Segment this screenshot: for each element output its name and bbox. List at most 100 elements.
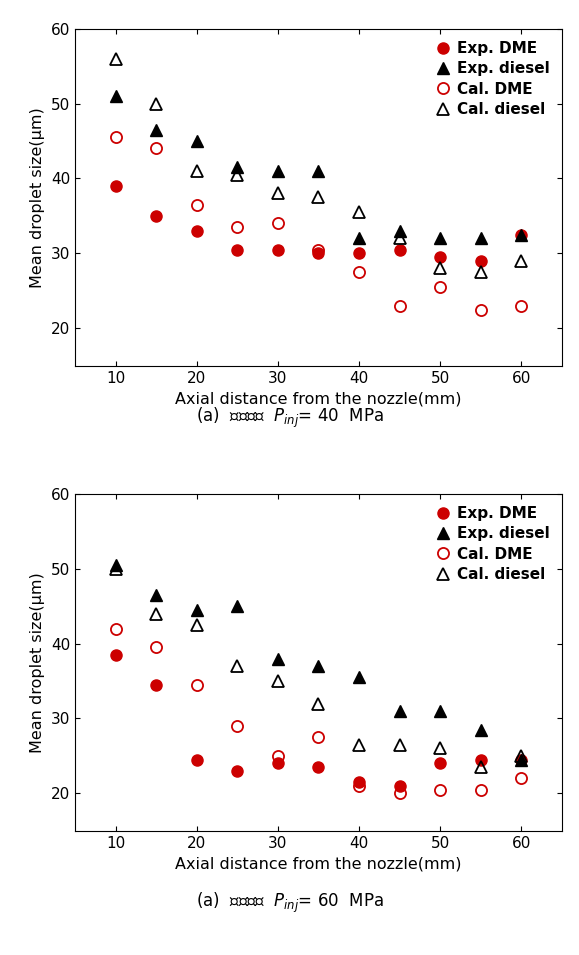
Exp. DME <box>396 244 403 255</box>
Exp. DME <box>396 780 403 792</box>
Exp. diesel <box>112 91 119 102</box>
Cal. diesel <box>315 191 322 202</box>
Cal. DME <box>315 244 322 255</box>
Exp. DME <box>274 244 281 255</box>
Line: Exp. diesel: Exp. diesel <box>110 91 527 244</box>
Exp. diesel <box>153 589 160 601</box>
Cal. diesel <box>477 266 484 278</box>
Line: Exp. DME: Exp. DME <box>110 180 527 266</box>
Cal. diesel <box>193 165 200 177</box>
Cal. DME <box>396 788 403 799</box>
Cal. DME <box>274 218 281 229</box>
Exp. diesel <box>315 660 322 671</box>
Cal. diesel <box>112 562 119 574</box>
Cal. diesel <box>477 761 484 773</box>
Cal. DME <box>193 679 200 690</box>
Exp. DME <box>315 247 322 259</box>
Exp. diesel <box>274 653 281 665</box>
Exp. diesel <box>356 233 362 244</box>
Cal. DME <box>234 720 241 732</box>
Cal. diesel <box>437 743 444 754</box>
Exp. diesel <box>518 753 525 765</box>
Exp. diesel <box>153 124 160 136</box>
Exp. diesel <box>396 225 403 237</box>
Exp. DME <box>356 776 362 788</box>
Cal. DME <box>315 732 322 743</box>
Exp. diesel <box>518 229 525 241</box>
Cal. DME <box>193 199 200 210</box>
Cal. DME <box>437 784 444 796</box>
Cal. DME <box>437 282 444 293</box>
Cal. diesel <box>518 751 525 762</box>
Cal. DME <box>153 142 160 154</box>
Exp. DME <box>356 247 362 259</box>
Exp. DME <box>234 765 241 776</box>
Exp. DME <box>437 757 444 769</box>
Cal. diesel <box>356 206 362 218</box>
Cal. DME <box>518 300 525 311</box>
Cal. diesel <box>234 169 241 180</box>
Cal. DME <box>234 222 241 233</box>
Cal. DME <box>274 751 281 762</box>
Cal. diesel <box>153 97 160 109</box>
Cal. diesel <box>274 675 281 687</box>
Exp. DME <box>112 180 119 192</box>
Exp. DME <box>234 244 241 255</box>
Y-axis label: Mean droplet size(μm): Mean droplet size(μm) <box>31 572 46 753</box>
Exp. DME <box>315 761 322 773</box>
Line: Exp. DME: Exp. DME <box>110 649 527 792</box>
Line: Cal. diesel: Cal. diesel <box>110 563 527 773</box>
Exp. DME <box>112 649 119 661</box>
Cal. diesel <box>315 698 322 710</box>
Exp. diesel <box>356 671 362 683</box>
Cal. DME <box>518 773 525 784</box>
X-axis label: Axial distance from the nozzle(mm): Axial distance from the nozzle(mm) <box>175 392 461 406</box>
Exp. diesel <box>193 136 200 147</box>
Exp. DME <box>274 757 281 769</box>
Cal. diesel <box>234 660 241 671</box>
Exp. diesel <box>477 724 484 735</box>
Cal. diesel <box>112 53 119 64</box>
Cal. DME <box>356 780 362 792</box>
Y-axis label: Mean droplet size(μm): Mean droplet size(μm) <box>31 107 46 287</box>
Exp. DME <box>477 255 484 266</box>
Cal. DME <box>112 623 119 634</box>
Exp. DME <box>477 753 484 765</box>
Exp. DME <box>518 229 525 241</box>
Exp. diesel <box>396 706 403 717</box>
Cal. diesel <box>437 263 444 274</box>
Legend: Exp. DME, Exp. diesel, Cal. DME, Cal. diesel: Exp. DME, Exp. diesel, Cal. DME, Cal. di… <box>432 501 554 586</box>
Line: Cal. DME: Cal. DME <box>110 132 527 315</box>
Cal. DME <box>356 266 362 278</box>
Exp. DME <box>518 753 525 765</box>
Exp. diesel <box>234 601 241 612</box>
Cal. diesel <box>274 188 281 200</box>
Exp. diesel <box>437 233 444 244</box>
Text: (a)  분사압력  $P_{inj}$= 60  MPa: (a) 분사압력 $P_{inj}$= 60 MPa <box>196 890 383 915</box>
Cal. diesel <box>518 255 525 266</box>
Exp. diesel <box>437 706 444 717</box>
Exp. diesel <box>112 560 119 571</box>
Cal. DME <box>477 304 484 315</box>
Cal. diesel <box>153 608 160 620</box>
Cal. DME <box>396 300 403 311</box>
Exp. DME <box>437 251 444 263</box>
Cal. DME <box>112 132 119 143</box>
Cal. diesel <box>356 739 362 751</box>
X-axis label: Axial distance from the nozzle(mm): Axial distance from the nozzle(mm) <box>175 857 461 871</box>
Exp. DME <box>153 210 160 222</box>
Legend: Exp. DME, Exp. diesel, Cal. DME, Cal. diesel: Exp. DME, Exp. diesel, Cal. DME, Cal. di… <box>432 36 554 121</box>
Text: (a)  분사압력  $P_{inj}$= 40  MPa: (a) 분사압력 $P_{inj}$= 40 MPa <box>196 406 383 431</box>
Exp. diesel <box>274 165 281 177</box>
Exp. diesel <box>193 605 200 616</box>
Cal. DME <box>477 784 484 796</box>
Line: Cal. DME: Cal. DME <box>110 623 527 799</box>
Exp. DME <box>193 753 200 765</box>
Exp. DME <box>153 679 160 690</box>
Line: Cal. diesel: Cal. diesel <box>110 53 527 278</box>
Line: Exp. diesel: Exp. diesel <box>110 560 527 765</box>
Cal. diesel <box>193 619 200 630</box>
Exp. diesel <box>477 233 484 244</box>
Exp. diesel <box>234 161 241 173</box>
Exp. DME <box>193 225 200 237</box>
